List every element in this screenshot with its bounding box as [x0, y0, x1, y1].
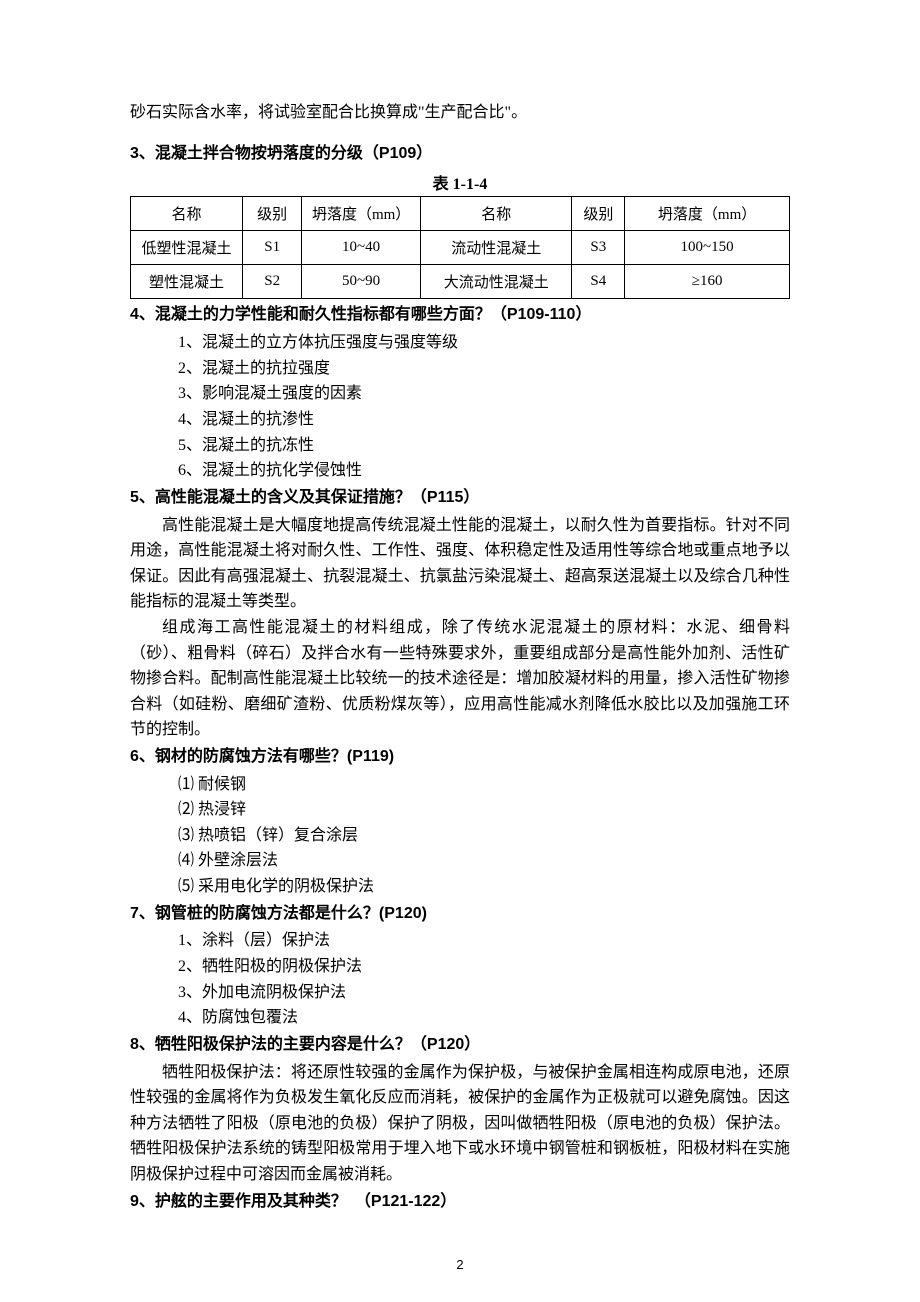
list-item: 5、混凝土的抗冻性	[130, 433, 790, 459]
table-header-cell: 名称	[131, 197, 243, 231]
section-5-paragraph: 高性能混凝土是大幅度地提高传统混凝土性能的混凝土，以耐久性为首要指标。针对不同用…	[130, 513, 790, 615]
section-title: 、高性能混凝土的含义及其保证措施？（	[139, 489, 427, 506]
section-ref: P120	[427, 1036, 464, 1053]
list-item: 3、外加电流阴极保护法	[130, 980, 790, 1006]
section-title: 、牺牲阳极保护法的主要内容是什么？（	[139, 1036, 427, 1053]
table-header-cell: 坍落度（mm）	[625, 197, 790, 231]
table-cell: S4	[572, 265, 625, 299]
list-item: 2、牺牲阳极的阴极保护法	[130, 954, 790, 980]
section-ref: P109	[379, 145, 416, 162]
list-item: ⑶ 热喷铝（锌）复合涂层	[130, 823, 790, 849]
list-item: 4、防腐蚀包覆法	[130, 1005, 790, 1031]
section-3-heading: 3、混凝土拌合物按坍落度的分级（P109）	[130, 140, 790, 169]
list-item: 1、涂料（层）保护法	[130, 928, 790, 954]
section-number: 4	[130, 306, 139, 323]
section-ref: P115	[427, 489, 463, 506]
table-cell: 100~150	[625, 231, 790, 265]
table-header-row: 名称 级别 坍落度（mm） 名称 级别 坍落度（mm）	[131, 197, 790, 231]
section-8-heading: 8、牺牲阳极保护法的主要内容是什么？（P120）	[130, 1031, 790, 1060]
section-8-paragraph: 牺牲阳极保护法：将还原性较强的金属作为保护极，与被保护金属相连构成原电池，还原性…	[130, 1060, 790, 1188]
table-caption: 表 1-1-4	[130, 170, 790, 194]
section-number: 9	[130, 1193, 139, 1210]
table-cell: 大流动性混凝土	[420, 265, 572, 299]
table-header-cell: 级别	[243, 197, 302, 231]
intro-paragraph: 砂石实际含水率，将试验室配合比换算成"生产配合比"。	[130, 100, 790, 126]
section-ref: P109-110	[507, 306, 576, 323]
table-row: 低塑性混凝土 S1 10~40 流动性混凝土 S3 100~150	[131, 231, 790, 265]
list-item: 4、混凝土的抗渗性	[130, 407, 790, 433]
section-number: 6	[130, 748, 139, 765]
list-item: ⑵ 热浸锌	[130, 797, 790, 823]
section-7-heading: 7、钢管桩的防腐蚀方法都是什么？(P120)	[130, 900, 790, 929]
section-tail: ）	[464, 1036, 480, 1053]
list-item: ⑷ 外壁涂层法	[130, 848, 790, 874]
page-number: 2	[0, 1257, 920, 1272]
section-6-list: ⑴ 耐候钢 ⑵ 热浸锌 ⑶ 热喷铝（锌）复合涂层 ⑷ 外壁涂层法 ⑸ 采用电化学…	[130, 772, 790, 900]
section-title: 、混凝土拌合物按坍落度的分级（	[139, 145, 379, 162]
table-header-cell: 坍落度（mm）	[302, 197, 421, 231]
table-cell: 低塑性混凝土	[131, 231, 243, 265]
section-tail: ）	[440, 1193, 456, 1210]
table-cell: 塑性混凝土	[131, 265, 243, 299]
list-item: ⑸ 采用电化学的阴极保护法	[130, 874, 790, 900]
section-number: 5	[130, 489, 139, 506]
slump-table: 名称 级别 坍落度（mm） 名称 级别 坍落度（mm） 低塑性混凝土 S1 10…	[130, 196, 790, 299]
table-cell: S1	[243, 231, 302, 265]
section-title: 、混凝土的力学性能和耐久性指标都有哪些方面？（	[139, 306, 507, 323]
section-5-paragraph: 组成海工高性能混凝土的材料组成，除了传统水泥混凝土的原材料：水泥、细骨料（砂）、…	[130, 615, 790, 743]
section-6-heading: 6、钢材的防腐蚀方法有哪些？(P119)	[130, 743, 790, 772]
section-number: 8	[130, 1036, 139, 1053]
table-cell: 50~90	[302, 265, 421, 299]
list-item: 6、混凝土的抗化学侵蚀性	[130, 458, 790, 484]
section-number: 7	[130, 905, 139, 922]
table-cell: S3	[572, 231, 625, 265]
section-tail: ）	[575, 306, 591, 323]
list-item: 1、混凝土的立方体抗压强度与强度等级	[130, 330, 790, 356]
list-item: 3、影响混凝土强度的因素	[130, 381, 790, 407]
list-item: 2、混凝土的抗拉强度	[130, 356, 790, 382]
table-cell: ≥160	[625, 265, 790, 299]
section-tail: ）	[416, 145, 432, 162]
section-title: 、钢管桩的防腐蚀方法都是什么？	[139, 905, 379, 922]
table-row: 塑性混凝土 S2 50~90 大流动性混凝土 S4 ≥160	[131, 265, 790, 299]
table-header-cell: 级别	[572, 197, 625, 231]
table-cell: S2	[243, 265, 302, 299]
section-5-heading: 5、高性能混凝土的含义及其保证措施？（P115）	[130, 484, 790, 513]
table-header-cell: 名称	[420, 197, 572, 231]
section-ref: P121-122	[371, 1193, 440, 1210]
table-cell: 10~40	[302, 231, 421, 265]
list-item: ⑴ 耐候钢	[130, 772, 790, 798]
document-page: 砂石实际含水率，将试验室配合比换算成"生产配合比"。 3、混凝土拌合物按坍落度的…	[0, 0, 920, 1302]
section-title: 、护舷的主要作用及其种类？ （	[139, 1193, 371, 1210]
section-ref: (P119)	[347, 748, 394, 765]
section-number: 3	[130, 145, 139, 162]
section-tail: ）	[463, 489, 479, 506]
section-title: 、钢材的防腐蚀方法有哪些？	[139, 748, 347, 765]
section-ref: (P120)	[379, 905, 427, 922]
section-4-heading: 4、混凝土的力学性能和耐久性指标都有哪些方面？（P109-110）	[130, 301, 790, 330]
section-4-list: 1、混凝土的立方体抗压强度与强度等级 2、混凝土的抗拉强度 3、影响混凝土强度的…	[130, 330, 790, 484]
section-9-heading: 9、护舷的主要作用及其种类？ （P121-122）	[130, 1188, 790, 1217]
table-cell: 流动性混凝土	[420, 231, 572, 265]
section-7-list: 1、涂料（层）保护法 2、牺牲阳极的阴极保护法 3、外加电流阴极保护法 4、防腐…	[130, 928, 790, 1030]
